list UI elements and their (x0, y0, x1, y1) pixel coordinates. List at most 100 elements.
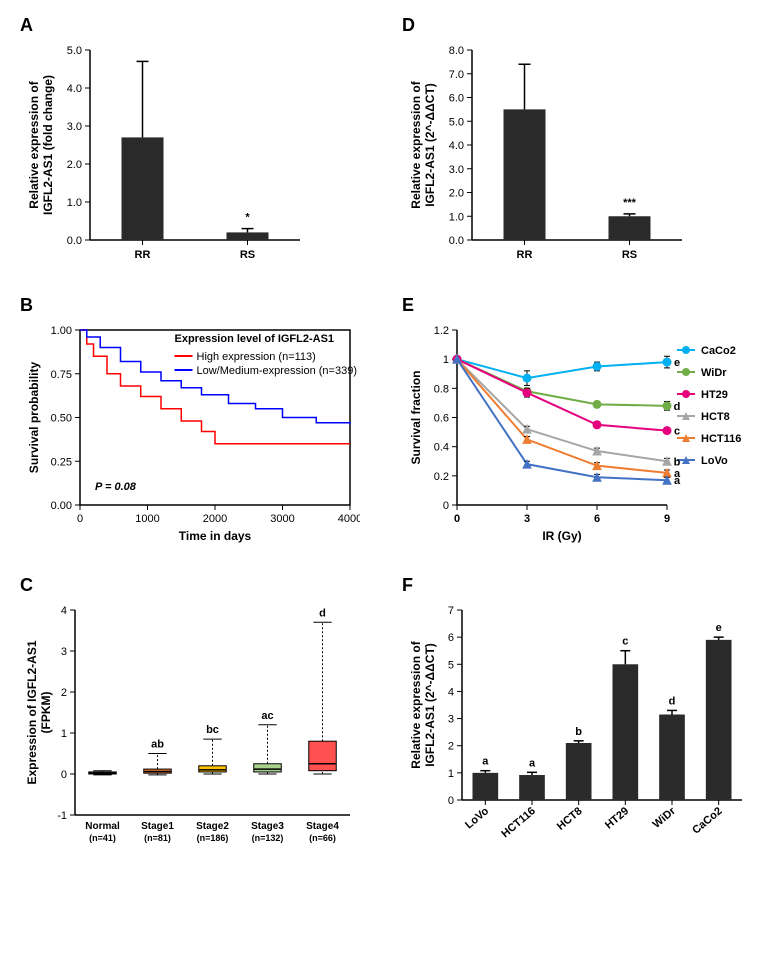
svg-text:8.0: 8.0 (449, 45, 464, 57)
svg-text:IGFL2-AS1 (fold change): IGFL2-AS1 (fold change) (41, 75, 55, 215)
svg-text:(n=66): (n=66) (309, 833, 336, 843)
panel-d-chart: 0.01.02.03.04.05.06.07.08.0Relative expr… (402, 40, 762, 270)
svg-text:Expression level of IGFL2-AS1: Expression level of IGFL2-AS1 (175, 333, 335, 345)
panel-b-chart: 0.000.250.500.751.0001000200030004000Sur… (20, 320, 362, 550)
panel-e: E 00.20.40.60.811.20369Survival fraction… (402, 300, 762, 550)
svg-text:RR: RR (517, 249, 533, 261)
svg-text:3000: 3000 (270, 513, 294, 525)
svg-text:(n=132): (n=132) (252, 833, 284, 843)
svg-text:3: 3 (448, 714, 454, 726)
svg-text:3.0: 3.0 (449, 164, 464, 176)
svg-text:1: 1 (443, 354, 449, 366)
svg-text:1: 1 (448, 768, 454, 780)
svg-text:RS: RS (622, 249, 637, 261)
svg-text:WiDr: WiDr (651, 805, 679, 831)
panel-a-chart: 0.01.02.03.04.05.0Relative expression of… (20, 40, 362, 270)
svg-text:CaCo2: CaCo2 (690, 805, 724, 837)
svg-text:3: 3 (61, 646, 67, 658)
svg-text:CaCo2: CaCo2 (701, 345, 736, 357)
svg-text:5.0: 5.0 (449, 116, 464, 128)
svg-text:d: d (319, 607, 326, 619)
svg-text:Survival probability: Survival probability (27, 361, 41, 473)
panel-a-label: A (20, 15, 33, 36)
svg-text:HT29: HT29 (701, 389, 728, 401)
svg-text:0: 0 (61, 769, 67, 781)
svg-text:(n=186): (n=186) (197, 833, 229, 843)
svg-text:0.00: 0.00 (51, 500, 72, 512)
panel-e-label: E (402, 295, 414, 316)
svg-text:e: e (674, 357, 680, 369)
svg-text:0.75: 0.75 (51, 369, 72, 381)
svg-text:Relative expression of: Relative expression of (27, 80, 41, 208)
svg-text:***: *** (623, 197, 637, 209)
panel-f-chart: 01234567Relative expression ofIGFL2-AS1 … (402, 600, 762, 855)
svg-text:IGFL2-AS1 (2^-ΔΔCT): IGFL2-AS1 (2^-ΔΔCT) (423, 643, 437, 767)
svg-text:0: 0 (77, 513, 83, 525)
svg-text:a: a (529, 757, 536, 769)
svg-text:HCT116: HCT116 (701, 433, 741, 445)
svg-text:0.25: 0.25 (51, 456, 72, 468)
svg-text:Expression of IGFL2-AS1: Expression of IGFL2-AS1 (25, 640, 39, 784)
svg-text:5: 5 (448, 659, 454, 671)
panel-d-label: D (402, 15, 415, 36)
svg-text:HCT8: HCT8 (555, 805, 585, 833)
panel-f-label: F (402, 575, 413, 596)
svg-text:4: 4 (61, 605, 67, 617)
svg-text:LoVo: LoVo (701, 455, 728, 467)
svg-text:0.8: 0.8 (434, 383, 449, 395)
svg-text:4: 4 (448, 686, 454, 698)
svg-text:1: 1 (61, 728, 67, 740)
svg-text:bc: bc (206, 724, 219, 736)
panel-c: C -101234Expression of IGFL2-AS1(FPKM)No… (20, 580, 362, 855)
svg-text:3: 3 (524, 513, 530, 525)
svg-text:Stage4: Stage4 (306, 821, 339, 832)
svg-text:3.0: 3.0 (67, 121, 82, 133)
svg-text:a: a (482, 756, 489, 768)
svg-text:5.0: 5.0 (67, 45, 82, 57)
panel-a: A 0.01.02.03.04.05.0Relative expression … (20, 20, 362, 270)
svg-text:ac: ac (261, 710, 273, 722)
svg-text:*: * (245, 212, 250, 224)
svg-text:1.0: 1.0 (449, 211, 464, 223)
panel-c-label: C (20, 575, 33, 596)
svg-text:2000: 2000 (203, 513, 227, 525)
svg-text:6: 6 (448, 632, 454, 644)
svg-text:Relative expression of: Relative expression of (409, 80, 423, 208)
svg-text:2: 2 (448, 741, 454, 753)
svg-text:d: d (669, 695, 676, 707)
svg-text:(FPKM): (FPKM) (39, 692, 53, 734)
svg-text:IGFL2-AS1 (2^-ΔΔCT): IGFL2-AS1 (2^-ΔΔCT) (423, 83, 437, 207)
svg-text:(n=41): (n=41) (89, 833, 116, 843)
svg-text:b: b (674, 456, 681, 468)
svg-text:0.6: 0.6 (434, 413, 449, 425)
svg-text:Relative expression of: Relative expression of (409, 640, 423, 768)
svg-text:IR (Gy): IR (Gy) (542, 529, 581, 543)
svg-text:b: b (575, 726, 582, 738)
svg-text:LoVo: LoVo (463, 805, 491, 832)
svg-text:0.0: 0.0 (67, 235, 82, 247)
svg-text:-1: -1 (57, 810, 67, 822)
svg-text:Stage1: Stage1 (141, 821, 174, 832)
svg-text:Time in days: Time in days (179, 529, 252, 543)
svg-text:6.0: 6.0 (449, 93, 464, 105)
svg-text:2.0: 2.0 (449, 188, 464, 200)
svg-text:2.0: 2.0 (67, 159, 82, 171)
panel-c-chart: -101234Expression of IGFL2-AS1(FPKM)Norm… (20, 600, 362, 850)
svg-text:d: d (674, 401, 681, 413)
svg-text:RR: RR (135, 249, 151, 261)
svg-text:0.4: 0.4 (434, 442, 449, 454)
svg-text:High expression (n=113): High expression (n=113) (197, 351, 316, 363)
svg-text:6: 6 (594, 513, 600, 525)
svg-text:HT29: HT29 (603, 805, 631, 831)
svg-text:1.00: 1.00 (51, 325, 72, 337)
svg-text:0.50: 0.50 (51, 413, 72, 425)
svg-text:0.2: 0.2 (434, 471, 449, 483)
svg-text:a: a (674, 475, 681, 487)
svg-text:9: 9 (664, 513, 670, 525)
panel-f: F 01234567Relative expression ofIGFL2-AS… (402, 580, 762, 855)
figure-grid: A 0.01.02.03.04.05.0Relative expression … (20, 20, 762, 855)
svg-text:Normal: Normal (85, 821, 120, 832)
svg-text:0: 0 (443, 500, 449, 512)
svg-text:P = 0.08: P = 0.08 (95, 481, 137, 493)
svg-text:0: 0 (454, 513, 460, 525)
